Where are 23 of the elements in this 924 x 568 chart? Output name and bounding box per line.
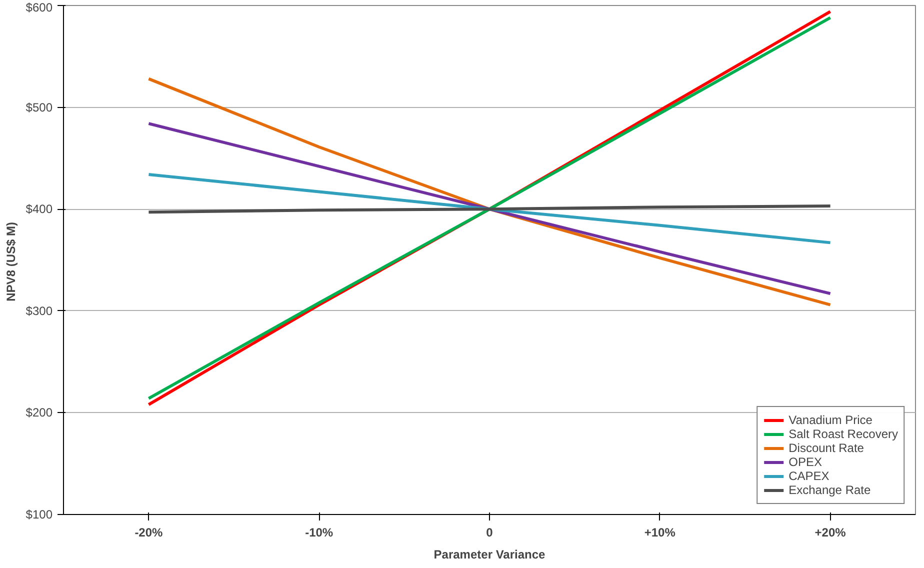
y-tick-label: $600 <box>26 0 53 14</box>
legend-label: CAPEX <box>788 469 830 483</box>
legend-label: OPEX <box>788 455 822 469</box>
x-tick-label: +10% <box>644 526 676 540</box>
line-series <box>147 172 832 244</box>
legend-label: Discount Rate <box>788 441 864 455</box>
y-tick-label: $200 <box>26 406 53 420</box>
line-series <box>147 204 832 214</box>
y-axis-title: NPV8 (US$ M) <box>4 222 18 302</box>
x-tick-label: -10% <box>305 526 334 540</box>
legend-label: Vanadium Price <box>788 413 872 427</box>
legend-label: Salt Roast Recovery <box>788 427 898 441</box>
y-tick-label: $300 <box>26 304 53 318</box>
legend-label: Exchange Rate <box>788 483 871 497</box>
y-tick-label: $100 <box>26 508 53 522</box>
x-tick-label: +20% <box>814 526 846 540</box>
y-tick-label: $500 <box>26 100 53 114</box>
line-series <box>147 122 832 296</box>
x-axis-title: Parameter Variance <box>434 548 546 562</box>
y-tick-label: $400 <box>26 202 53 216</box>
x-tick-label: 0 <box>486 526 494 540</box>
line-series <box>147 77 832 306</box>
x-tick-label: -20% <box>134 526 164 540</box>
